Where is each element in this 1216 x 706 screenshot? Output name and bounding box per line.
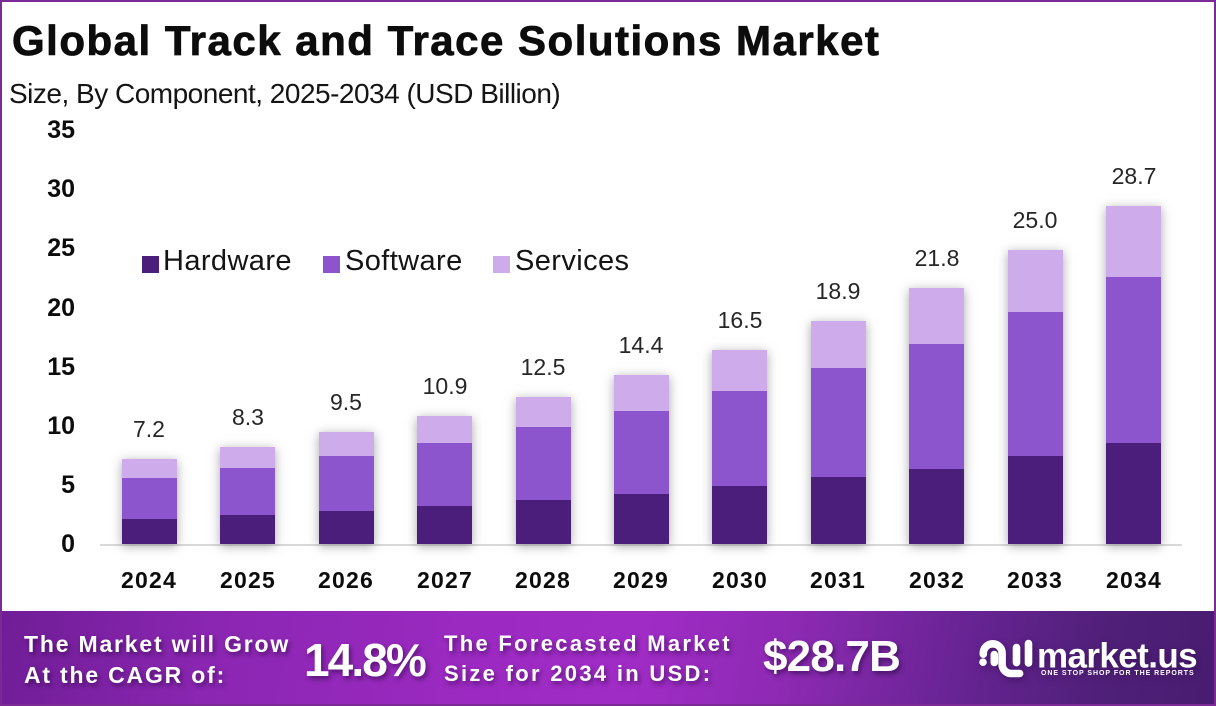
svg-text:market.us: market.us <box>1037 636 1197 675</box>
svg-text:ONE STOP SHOP FOR THE REPORTS: ONE STOP SHOP FOR THE REPORTS <box>1041 670 1195 677</box>
